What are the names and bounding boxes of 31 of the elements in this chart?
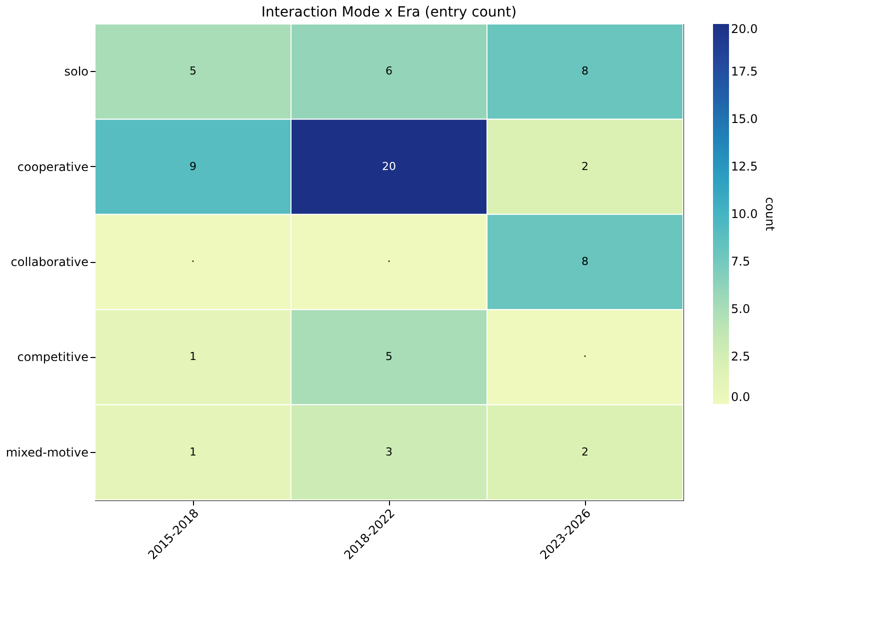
- color-bar-label: 5.0: [731, 302, 750, 316]
- data-label: 5: [386, 350, 392, 364]
- y-tick-label: solo: [64, 64, 88, 79]
- color-bar-label: 12.5: [731, 160, 758, 174]
- y-tick-label: mixed-motive: [6, 445, 88, 460]
- y-tick-label: collaborative: [10, 255, 88, 269]
- data-label: 8: [582, 64, 588, 78]
- color-bar-title: count: [763, 197, 777, 232]
- data-label: 9: [190, 160, 196, 173]
- color-bar-label: 20.0: [731, 22, 758, 36]
- color-bar-label: 0.0: [731, 390, 750, 404]
- y-tick-label: competitive: [17, 350, 88, 364]
- data-label: 1: [190, 445, 196, 458]
- data-label: 8: [582, 255, 588, 268]
- color-bar-label: 10.0: [731, 207, 758, 221]
- data-label: 1: [190, 350, 196, 364]
- color-bar-label: 2.5: [731, 350, 750, 364]
- data-label: ·: [583, 350, 587, 364]
- y-tick-label: cooperative: [17, 160, 88, 174]
- data-label: 20: [382, 160, 396, 173]
- data-label: ·: [191, 255, 195, 268]
- data-label: ·: [387, 255, 391, 268]
- data-label: 2: [582, 160, 588, 173]
- data-label: 2: [582, 445, 588, 458]
- color-bar-label: 7.5: [731, 254, 750, 268]
- data-label: 6: [386, 64, 392, 78]
- color-bar-label: 15.0: [731, 112, 758, 126]
- chart-title: Interaction Mode x Era (entry count): [261, 4, 517, 20]
- color-bar-label: 17.5: [731, 64, 758, 78]
- data-label: 3: [386, 445, 392, 458]
- data-label: 5: [190, 64, 196, 78]
